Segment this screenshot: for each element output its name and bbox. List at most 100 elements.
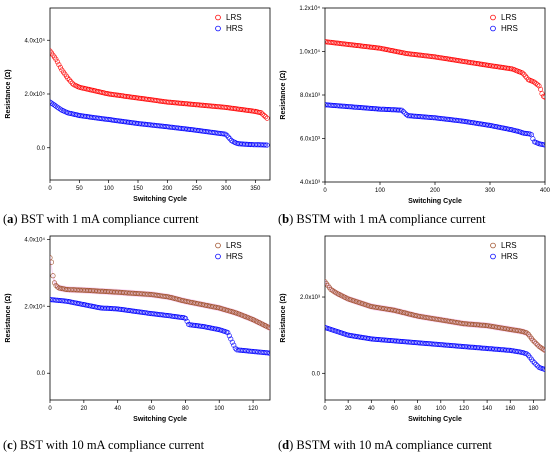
data-point-hrs xyxy=(266,350,270,356)
data-point-hrs xyxy=(184,318,190,324)
data-point-lrs xyxy=(267,325,270,331)
data-point-hrs xyxy=(227,136,233,142)
data-point-hrs xyxy=(228,138,234,144)
y-axis-label: Resistance (Ω) xyxy=(280,293,287,342)
x-tick-label: 400 xyxy=(540,188,550,194)
data-point-hrs xyxy=(228,336,234,342)
data-point-lrs xyxy=(533,81,539,87)
data-point-lrs xyxy=(54,59,60,65)
data-point-lrs xyxy=(57,64,63,70)
y-tick-label: 2.0x10⁴ xyxy=(24,303,45,310)
data-point-lrs xyxy=(524,75,530,81)
plot-area xyxy=(50,48,270,148)
legend-marker-lrs xyxy=(490,14,496,21)
data-point-hrs xyxy=(183,316,189,322)
data-point-hrs xyxy=(263,142,269,148)
caption-c: (c) BST with 10 mA compliance current xyxy=(3,438,205,452)
x-tick-label: 0 xyxy=(323,406,327,412)
data-point-hrs xyxy=(542,142,545,148)
data-point-lrs xyxy=(53,56,59,62)
data-point-hrs xyxy=(402,110,408,116)
legend-label-lrs: LRS xyxy=(501,241,517,250)
y-tick-label: 2.0x10⁵ xyxy=(24,91,45,98)
x-tick-label: 80 xyxy=(414,406,421,412)
x-tick-label: 40 xyxy=(368,406,375,412)
caption-d: (d) BSTM with 10 mA compliance current xyxy=(278,438,492,452)
legend-marker-hrs xyxy=(490,25,496,32)
x-tick-label: 120 xyxy=(248,406,259,412)
data-point-hrs xyxy=(524,351,530,357)
data-point-lrs xyxy=(50,259,54,265)
data-point-lrs xyxy=(536,83,542,89)
y-tick-label: 0.0 xyxy=(37,371,46,377)
data-point-hrs xyxy=(531,360,537,366)
x-axis-label: Switching Cycle xyxy=(133,196,187,203)
chart-b: 0 100 200 300 400 4.0x10³ 6.0x10³ 8.0x10³ 1.0x10… xyxy=(280,5,550,205)
data-point-lrs xyxy=(264,115,270,121)
data-point-lrs xyxy=(50,273,56,279)
data-point-lrs xyxy=(65,75,71,81)
x-tick-label: 300 xyxy=(221,186,232,192)
y-axis-label: Resistance (Ω) xyxy=(5,293,12,342)
data-point-hrs xyxy=(165,313,171,319)
x-tick-label: 200 xyxy=(162,186,173,192)
x-tick-label: 100 xyxy=(375,188,386,194)
data-point-lrs xyxy=(486,62,492,68)
x-tick-label: 160 xyxy=(505,406,516,412)
y-tick-label: 4.0x10³ xyxy=(300,180,320,186)
data-point-hrs xyxy=(528,132,534,138)
data-point-hrs xyxy=(267,350,270,356)
plot-frame xyxy=(49,235,271,401)
x-tick-label: 150 xyxy=(133,186,144,192)
panel-a: 0 50 100 150 200 250 300 350 0.0 2.0x10⁵ 4.0x10⁵ Sw… xyxy=(0,0,275,210)
data-point-hrs xyxy=(530,358,536,364)
y-axis-label: Resistance (Ω) xyxy=(280,70,287,119)
data-point-lrs xyxy=(260,111,266,117)
data-point-hrs xyxy=(530,136,536,142)
data-point-hrs xyxy=(224,132,230,138)
y-tick-label: 1.2x10⁴ xyxy=(299,5,320,12)
x-tick-label: 140 xyxy=(482,406,493,412)
legend-label-lrs: LRS xyxy=(501,13,517,22)
x-tick-label: 80 xyxy=(182,406,189,412)
x-axis-label: Switching Cycle xyxy=(133,416,187,423)
data-point-hrs xyxy=(229,339,235,345)
legend-marker-lrs xyxy=(215,242,221,249)
x-axis-label: Switching Cycle xyxy=(408,416,462,423)
data-point-lrs xyxy=(519,70,525,76)
x-tick-label: 0 xyxy=(48,406,52,412)
data-point-hrs xyxy=(57,106,63,112)
data-point-hrs xyxy=(226,333,232,339)
x-tick-label: 100 xyxy=(436,406,447,412)
caption-a: (a) BST with 1 mA compliance current xyxy=(3,212,199,226)
plot-frame xyxy=(324,235,546,401)
legend-label-lrs: LRS xyxy=(226,241,242,250)
data-point-lrs xyxy=(375,45,381,51)
data-point-lrs xyxy=(56,62,62,68)
plot-area xyxy=(325,278,545,372)
data-point-lrs xyxy=(376,305,382,311)
caption-b: (b) BSTM with 1 mA compliance current xyxy=(278,212,486,226)
plot-area xyxy=(325,39,545,148)
data-point-hrs xyxy=(261,142,267,148)
chart-c: 0 20 40 60 80 100 120 0.0 2.0x10⁴ 4.0x10⁴ Switchin… xyxy=(5,235,271,423)
data-point-lrs xyxy=(537,86,543,92)
panel-b: 0 100 200 300 400 4.0x10³ 6.0x10³ 8.0x10³ 1.0x10… xyxy=(275,0,550,210)
y-axis-label: Resistance (Ω) xyxy=(5,69,12,118)
data-point-lrs xyxy=(50,255,53,261)
plot-frame xyxy=(324,7,546,183)
data-point-hrs xyxy=(264,142,270,148)
panel-c: 0 20 40 60 80 100 120 0.0 2.0x10⁴ 4.0x10⁴ Switchin… xyxy=(0,228,275,436)
x-tick-label: 0 xyxy=(323,188,327,194)
data-point-hrs xyxy=(400,109,406,115)
data-point-lrs xyxy=(261,113,267,119)
data-point-hrs xyxy=(231,342,237,348)
legend-marker-lrs xyxy=(490,242,496,249)
data-point-lrs xyxy=(524,330,530,336)
data-point-lrs xyxy=(531,339,537,345)
y-tick-label: 0.0 xyxy=(312,371,321,377)
legend-marker-hrs xyxy=(490,253,496,260)
data-point-hrs xyxy=(222,131,228,137)
y-tick-label: 1.0x10⁴ xyxy=(299,49,320,56)
data-point-lrs xyxy=(534,82,540,88)
